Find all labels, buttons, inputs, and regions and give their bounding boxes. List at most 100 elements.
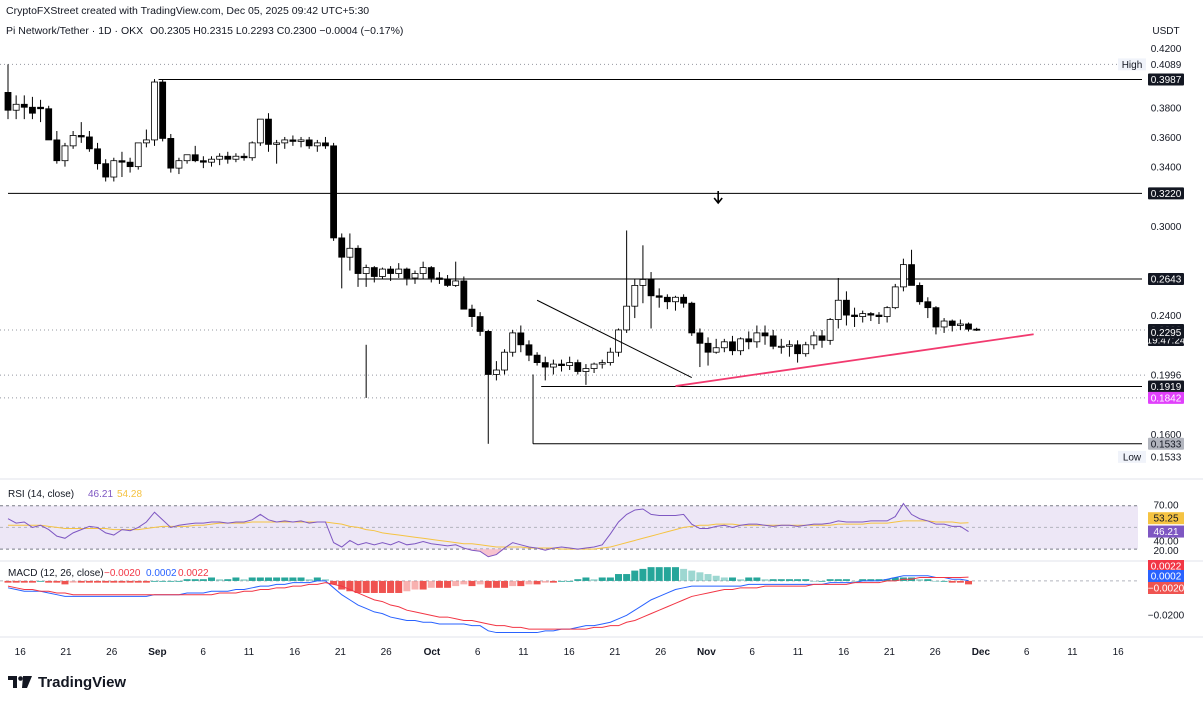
candle-body[interactable] — [818, 335, 826, 341]
candle-body[interactable] — [29, 106, 36, 114]
candle-body[interactable] — [183, 154, 191, 162]
candle-body[interactable] — [240, 155, 248, 159]
candle-body[interactable] — [777, 345, 785, 348]
candle-body[interactable] — [281, 139, 289, 144]
candle-body[interactable] — [4, 92, 12, 111]
candle-body[interactable] — [20, 103, 28, 108]
candle-body[interactable] — [419, 267, 427, 274]
candle-body[interactable] — [151, 81, 158, 141]
candle-body[interactable] — [525, 344, 533, 356]
candle-body[interactable] — [631, 285, 639, 307]
candle-body[interactable] — [379, 268, 386, 277]
candle-body[interactable] — [606, 351, 614, 363]
candle-body[interactable] — [346, 247, 354, 258]
candle-body[interactable] — [566, 362, 574, 366]
candle-body[interactable] — [549, 363, 557, 368]
candle-body[interactable] — [167, 138, 175, 169]
tradingview-logo[interactable]: TradingView — [8, 674, 126, 691]
candle-body[interactable] — [965, 323, 972, 330]
candle-body[interactable] — [354, 247, 362, 274]
candle-body[interactable] — [444, 279, 451, 286]
candle-body[interactable] — [460, 280, 468, 310]
candle-body[interactable] — [86, 136, 93, 150]
candle-body[interactable] — [940, 320, 948, 328]
candle-body[interactable] — [680, 296, 688, 304]
candle-body[interactable] — [558, 363, 565, 366]
candle-body[interactable] — [322, 142, 329, 147]
candle-body[interactable] — [297, 139, 305, 142]
candle-body[interactable] — [134, 142, 142, 168]
candle-body[interactable] — [501, 351, 508, 371]
candle-body[interactable] — [370, 267, 378, 277]
candle-body[interactable] — [403, 268, 411, 279]
candle-body[interactable] — [729, 341, 736, 352]
candle-body[interactable] — [484, 331, 492, 375]
candle-body[interactable] — [411, 273, 419, 279]
candle-body[interactable] — [720, 341, 728, 349]
candle-body[interactable] — [956, 323, 964, 326]
candle-body[interactable] — [924, 301, 932, 309]
candle-body[interactable] — [883, 307, 891, 317]
candle-body[interactable] — [900, 264, 907, 288]
signal-line[interactable] — [7, 576, 969, 630]
candle-body[interactable] — [102, 163, 110, 178]
candle-body[interactable] — [175, 160, 183, 169]
candle-body[interactable] — [452, 280, 460, 286]
candle-body[interactable] — [598, 362, 606, 365]
candle-body[interactable] — [663, 296, 671, 303]
candle-body[interactable] — [509, 332, 517, 353]
symbol-name[interactable]: Pi Network/Tether · 1D · OKX — [6, 25, 144, 37]
candle-body[interactable] — [802, 344, 810, 355]
candle-body[interactable] — [94, 148, 101, 165]
candle-body[interactable] — [289, 139, 297, 142]
candle-body[interactable] — [492, 369, 500, 375]
candle-body[interactable] — [159, 81, 167, 139]
candle-body[interactable] — [142, 139, 150, 144]
candle-body[interactable] — [753, 332, 761, 343]
candle-body[interactable] — [387, 268, 394, 274]
candle-body[interactable] — [737, 338, 744, 352]
candle-body[interactable] — [118, 160, 126, 163]
candle-body[interactable] — [330, 145, 338, 239]
candle-body[interactable] — [932, 307, 940, 328]
candle-body[interactable] — [794, 344, 801, 355]
rsi-line[interactable] — [7, 502, 969, 558]
candle-body[interactable] — [908, 264, 915, 286]
candle-body[interactable] — [696, 332, 704, 344]
candle-body[interactable] — [61, 145, 69, 162]
candle-body[interactable] — [973, 328, 981, 331]
candle-body[interactable] — [826, 319, 834, 341]
candle-body[interactable] — [53, 139, 61, 162]
candle-body[interactable] — [786, 344, 793, 347]
candle-body[interactable] — [265, 118, 272, 145]
candle-body[interactable] — [843, 299, 850, 316]
candle-body[interactable] — [712, 347, 720, 353]
candle-body[interactable] — [623, 305, 631, 331]
candle-body[interactable] — [77, 135, 85, 138]
candle-body[interactable] — [191, 154, 199, 162]
candle-body[interactable] — [867, 313, 875, 316]
candle-body[interactable] — [37, 106, 44, 110]
candle-body[interactable] — [948, 320, 956, 326]
candle-body[interactable] — [704, 342, 712, 353]
candle-body[interactable] — [517, 332, 525, 346]
candle-body[interactable] — [126, 161, 134, 168]
candle-body[interactable] — [810, 335, 818, 346]
candle-body[interactable] — [647, 279, 655, 297]
candle-body[interactable] — [916, 285, 924, 303]
candle-body[interactable] — [362, 267, 370, 274]
candle-body[interactable] — [338, 237, 346, 258]
candle-body[interactable] — [761, 332, 769, 337]
candle-body[interactable] — [395, 268, 403, 274]
candle-body[interactable] — [476, 316, 484, 332]
candle-body[interactable] — [248, 142, 256, 159]
candle-body[interactable] — [313, 142, 321, 147]
candle-body[interactable] — [45, 108, 53, 141]
candle-body[interactable] — [769, 335, 777, 347]
candle-body[interactable] — [468, 308, 476, 317]
candle-body[interactable] — [688, 302, 696, 334]
candle-body[interactable] — [851, 314, 858, 317]
candle-body[interactable] — [110, 160, 118, 178]
candle-body[interactable] — [69, 135, 77, 147]
